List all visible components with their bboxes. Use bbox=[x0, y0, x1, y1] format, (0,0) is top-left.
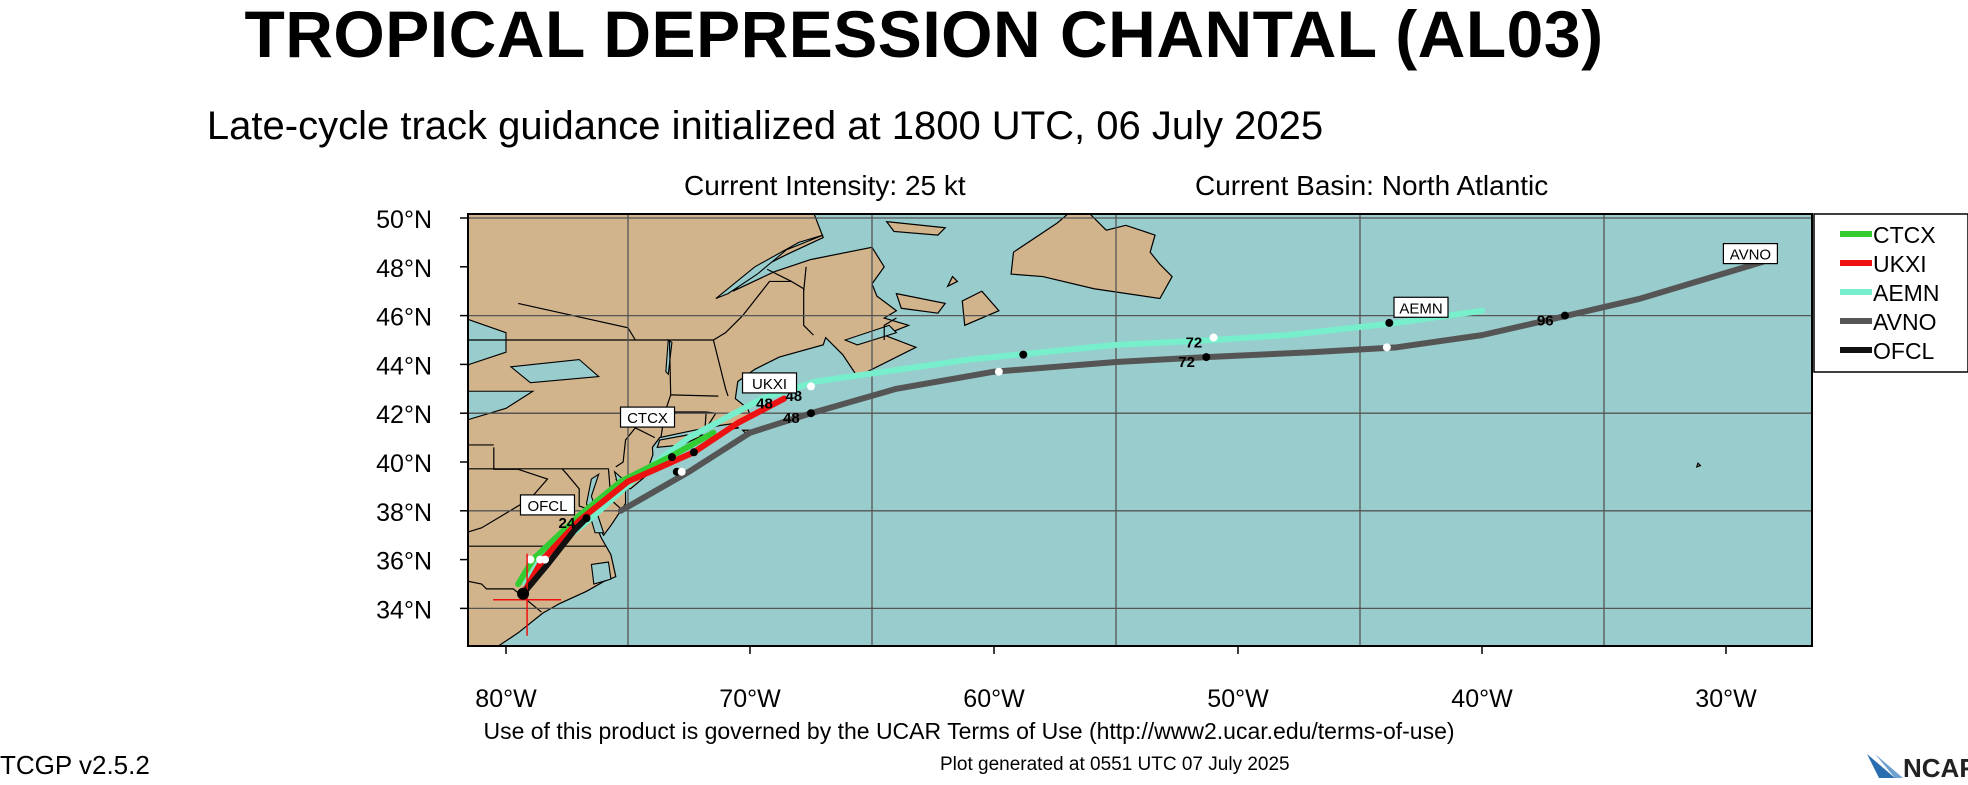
lat-tick-label: 42°N bbox=[376, 401, 432, 429]
track-marker bbox=[1382, 343, 1391, 352]
current-intensity: Current Intensity: 25 kt bbox=[684, 170, 966, 201]
legend-label-avno: AVNO bbox=[1873, 309, 1936, 335]
label-box bbox=[1393, 296, 1449, 318]
border-15 bbox=[883, 317, 897, 340]
version-label: TCGP v2.5.2 bbox=[0, 750, 150, 780]
current-basin: Current Basin: North Atlantic bbox=[1195, 170, 1549, 201]
lat-tick-label: 38°N bbox=[376, 499, 432, 527]
water-8 bbox=[843, 324, 898, 346]
land-1 bbox=[1010, 214, 1173, 300]
forecast-hour-label: 72 bbox=[1186, 335, 1203, 352]
map-frame bbox=[467, 213, 1813, 647]
water-7 bbox=[590, 561, 612, 585]
track-marker bbox=[807, 409, 815, 418]
label-box bbox=[1722, 243, 1779, 265]
land-4 bbox=[961, 290, 1000, 327]
track-label-ukxi: UKXI bbox=[741, 372, 798, 394]
land-9 bbox=[1695, 462, 1702, 468]
track-marker bbox=[667, 453, 676, 462]
legend-label-aemn: AEMN bbox=[1873, 280, 1939, 306]
lat-tick-label: 36°N bbox=[376, 548, 432, 576]
forecast-hour-label: 96 bbox=[1537, 313, 1554, 330]
lon-tick-label: 40°W bbox=[1451, 685, 1513, 713]
page-title: TROPICAL DEPRESSION CHANTAL (AL03) bbox=[244, 0, 1604, 71]
forecast-hour-label: 48 bbox=[756, 396, 773, 413]
track-label-avno: AVNO bbox=[1722, 243, 1779, 265]
forecast-hour-label: 48 bbox=[783, 410, 800, 427]
ncar-logo-icon: NCAR bbox=[1867, 753, 1968, 783]
forecast-hour-label: 24 bbox=[559, 515, 576, 532]
label-text: CTCX bbox=[627, 410, 668, 427]
label-text: AEMN bbox=[1399, 300, 1442, 317]
legend-label-ukxi: UKXI bbox=[1873, 251, 1927, 277]
lon-tick-label: 80°W bbox=[475, 685, 537, 713]
lon-tick-label: 70°W bbox=[719, 685, 781, 713]
track-label-aemn: AEMN bbox=[1393, 296, 1449, 318]
legend-label-ofcl: OFCL bbox=[1873, 338, 1935, 364]
track-marker bbox=[994, 367, 1003, 376]
lat-tick-label: 34°N bbox=[376, 596, 432, 624]
track-marker bbox=[526, 555, 535, 564]
track-label-ofcl: OFCL bbox=[519, 494, 576, 516]
lon-tick-label: 30°W bbox=[1695, 685, 1757, 713]
ncar-logo-text: NCAR bbox=[1903, 753, 1968, 780]
water-5 bbox=[585, 472, 605, 534]
lat-tick-label: 48°N bbox=[376, 255, 432, 283]
track-avno bbox=[617, 258, 1766, 514]
track-marker bbox=[677, 467, 686, 476]
lat-tick-label: 50°N bbox=[376, 206, 432, 234]
lon-tick-label: 60°W bbox=[963, 685, 1025, 713]
water-0 bbox=[509, 358, 601, 384]
track-marker bbox=[1202, 353, 1211, 362]
track-aemn bbox=[522, 307, 1485, 587]
plot-generated: Plot generated at 0551 UTC 07 July 2025 bbox=[940, 754, 1290, 775]
border-3 bbox=[670, 394, 719, 397]
label-text: AVNO bbox=[1730, 247, 1771, 264]
land-8 bbox=[946, 275, 959, 288]
track-ofcl bbox=[520, 515, 590, 597]
border-1 bbox=[712, 339, 729, 397]
label-text: OFCL bbox=[527, 498, 567, 515]
track-ctcx bbox=[515, 429, 717, 587]
track-marker bbox=[807, 382, 815, 391]
legend-label-ctcx: CTCX bbox=[1873, 222, 1936, 248]
land-2 bbox=[885, 220, 947, 236]
track-label-ctcx: CTCX bbox=[619, 406, 676, 428]
legend: CTCX UKXI AEMN AVNO OFCL bbox=[1813, 213, 1968, 373]
water-3 bbox=[665, 339, 673, 376]
track-marker bbox=[1209, 333, 1218, 342]
terms-of-use: Use of this product is governed by the U… bbox=[483, 718, 1455, 744]
water-2 bbox=[468, 318, 507, 367]
track-marker bbox=[1019, 350, 1028, 359]
border-8 bbox=[468, 468, 624, 512]
forecast-hour-label: 72 bbox=[1178, 354, 1195, 371]
track-marker bbox=[1385, 318, 1394, 327]
border-10 bbox=[468, 447, 549, 533]
label-box bbox=[619, 406, 676, 428]
border-17 bbox=[803, 266, 807, 292]
subtitle: Late-cycle track guidance initialized at… bbox=[206, 104, 1324, 148]
track-marker bbox=[1560, 311, 1569, 320]
ncar-logo: NCAR bbox=[1865, 750, 1968, 783]
label-box bbox=[519, 494, 576, 516]
legend-box bbox=[1813, 213, 1968, 373]
lat-tick-label: 44°N bbox=[376, 352, 432, 380]
label-box bbox=[741, 372, 798, 394]
track-marker bbox=[541, 555, 550, 564]
label-text: UKXI bbox=[752, 376, 787, 393]
track-marker bbox=[582, 514, 591, 523]
lon-tick-label: 50°W bbox=[1207, 685, 1269, 713]
ofcl-origin bbox=[517, 587, 530, 600]
border-7 bbox=[615, 427, 636, 468]
track-marker bbox=[689, 448, 698, 457]
lat-tick-label: 40°N bbox=[376, 450, 432, 478]
water-4 bbox=[715, 234, 824, 300]
border-16 bbox=[766, 268, 792, 282]
lat-tick-label: 46°N bbox=[376, 304, 432, 332]
land-3 bbox=[895, 292, 947, 314]
